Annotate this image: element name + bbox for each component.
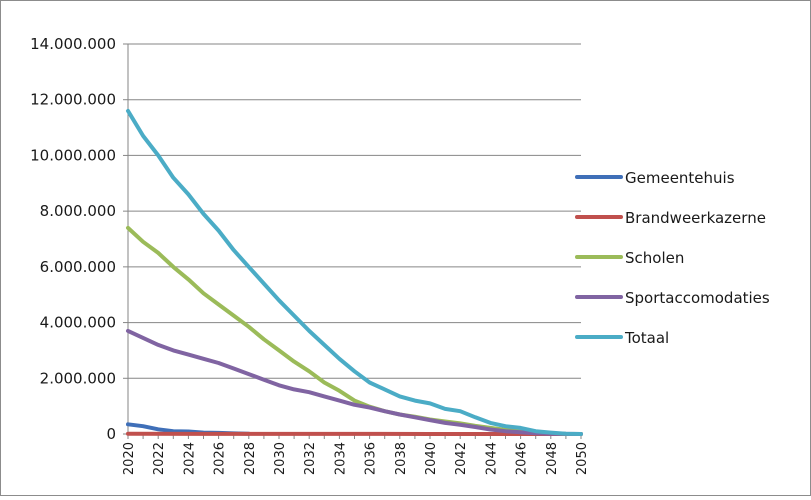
x-tick-label: 2030 (273, 442, 288, 475)
legend-label: Totaal (624, 329, 669, 347)
x-tick-label: 2044 (484, 442, 499, 475)
x-tick-label: 2034 (333, 442, 348, 475)
y-tick-label: 2.000.000 (40, 369, 116, 387)
y-tick-label: 8.000.000 (40, 202, 116, 220)
x-tick-label: 2038 (394, 442, 409, 475)
x-tick-label: 2042 (454, 442, 469, 475)
x-tick-label: 2040 (424, 442, 439, 475)
legend-label: Brandweerkazerne (625, 209, 766, 227)
y-axis: 0 2.000.000 4.000.000 6.000.000 8.000.000 10.… (30, 35, 128, 443)
x-tick-label: 2046 (515, 442, 530, 475)
x-tick-label: 2050 (575, 442, 590, 475)
legend-label: Sportaccomodaties (625, 289, 770, 307)
y-tick-label: 12.000.000 (30, 91, 116, 109)
x-axis: 2020 2022 2024 2026 2028 2030 2032 2034 2036 2038… (122, 434, 590, 475)
legend-label: Scholen (625, 249, 684, 267)
series-line-totaal (128, 111, 581, 434)
x-tick-label: 2020 (122, 442, 137, 475)
y-tick-label: 14.000.000 (30, 35, 116, 53)
y-tick-label: 10.000.000 (30, 146, 116, 164)
series-line-sportaccomodaties (128, 331, 581, 434)
x-tick-label: 2028 (243, 442, 258, 475)
y-tick-label: 6.000.000 (40, 258, 116, 276)
x-tick-label: 2032 (303, 442, 318, 475)
y-tick-label: 0 (106, 425, 116, 443)
x-tick-label: 2024 (182, 442, 197, 475)
x-tick-label: 2022 (152, 442, 167, 475)
gridlines (128, 44, 581, 378)
y-tick-label: 4.000.000 (40, 314, 116, 332)
series-lines (128, 111, 581, 434)
legend: Gemeentehuis Brandweerkazerne Scholen Sport… (577, 169, 770, 347)
x-tick-label: 2036 (364, 442, 379, 475)
legend-label: Gemeentehuis (625, 169, 735, 187)
x-tick-label: 2048 (545, 442, 560, 475)
x-tick-label: 2026 (213, 442, 228, 475)
